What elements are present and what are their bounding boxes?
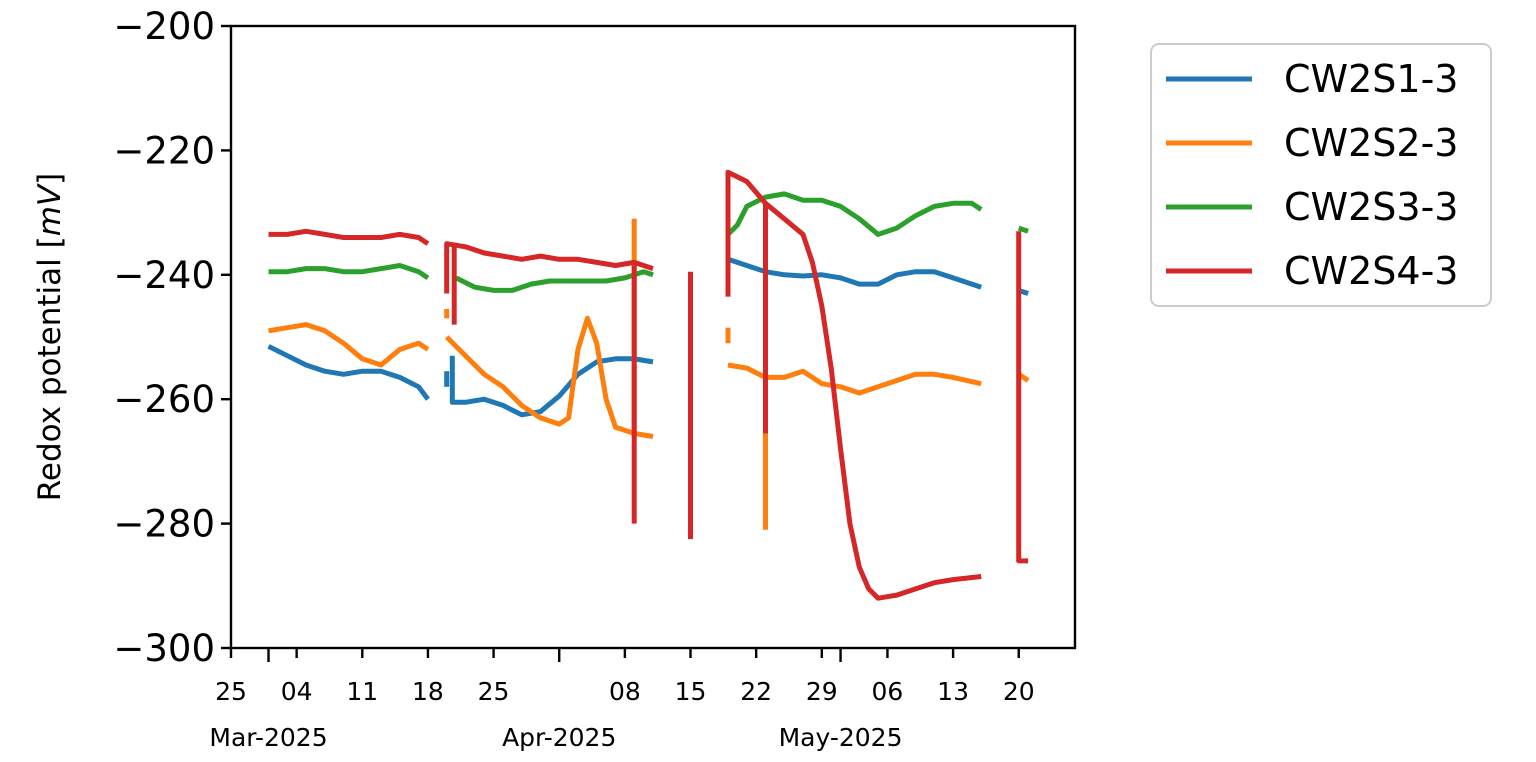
legend: CW2S1-3 CW2S2-3 CW2S3-3 CW2S4-3 [1150, 43, 1492, 307]
y-tick-label: −280 [113, 503, 215, 546]
series-line-1-segment-1 [267, 344, 430, 401]
y-axis-label-unit: mV [32, 182, 68, 236]
legend-label-2: CW2S2-3 [1284, 121, 1458, 165]
series-line-2-segment-7 [727, 362, 982, 396]
series-line-3-segment-2 [454, 269, 654, 293]
y-axis-label-text: Redox potential [32, 258, 68, 501]
legend-box [1150, 43, 1492, 307]
y-tick-label: −200 [113, 5, 215, 48]
x-axis: 25 04 11 18 25 08 15 22 29 06 13 20 Mar-2025 Apr-2025… [209, 648, 1035, 752]
y-tick-label: −300 [113, 627, 215, 670]
x-month-label: Mar-2025 [209, 723, 327, 752]
x-month-label: May-2025 [779, 723, 903, 752]
plot-lines [267, 169, 1030, 601]
y-tick-label: −220 [113, 129, 215, 172]
x-tick-label: 25 [215, 677, 247, 706]
x-tick-label: 13 [937, 677, 969, 706]
series-line-4-segment-1 [268, 228, 430, 246]
series-line-1-segment-5 [727, 256, 982, 290]
x-tick-label: 29 [806, 677, 838, 706]
x-tick-label: 20 [1003, 677, 1035, 706]
series-line-4-segment-8 [1016, 231, 1029, 564]
series-line-3-segment-1 [268, 263, 430, 280]
y-tick-label: −240 [113, 254, 215, 297]
y-axis: −300 −280 −260 −240 −220 −200 [113, 5, 231, 670]
x-tick-label: 08 [609, 677, 641, 706]
series-line-1-segment-3 [449, 355, 654, 418]
x-tick-label: 15 [675, 677, 707, 706]
series-line-2-segment-3 [444, 315, 654, 439]
series-line-4-segment-2 [444, 241, 654, 294]
x-tick-label: 18 [412, 677, 444, 706]
legend-label-1: CW2S1-3 [1284, 57, 1458, 101]
series-line-3-segment-5 [1017, 225, 1029, 234]
plot-frame [229, 24, 1077, 650]
legend-label-4: CW2S4-3 [1284, 249, 1458, 293]
y-tick-label: −260 [113, 378, 215, 421]
x-tick-label: 11 [346, 677, 378, 706]
x-month-label: Apr-2025 [502, 723, 616, 752]
series-line-3-segment-4 [726, 191, 983, 237]
x-tick-label: 25 [478, 677, 510, 706]
y-axis-label: Redox potential [mV] [32, 173, 68, 501]
x-tick-label: 04 [281, 677, 313, 706]
series-line-2-segment-1 [268, 322, 430, 368]
x-tick-label: 22 [740, 677, 772, 706]
x-tick-label: 06 [872, 677, 904, 706]
legend-label-3: CW2S3-3 [1284, 185, 1458, 229]
